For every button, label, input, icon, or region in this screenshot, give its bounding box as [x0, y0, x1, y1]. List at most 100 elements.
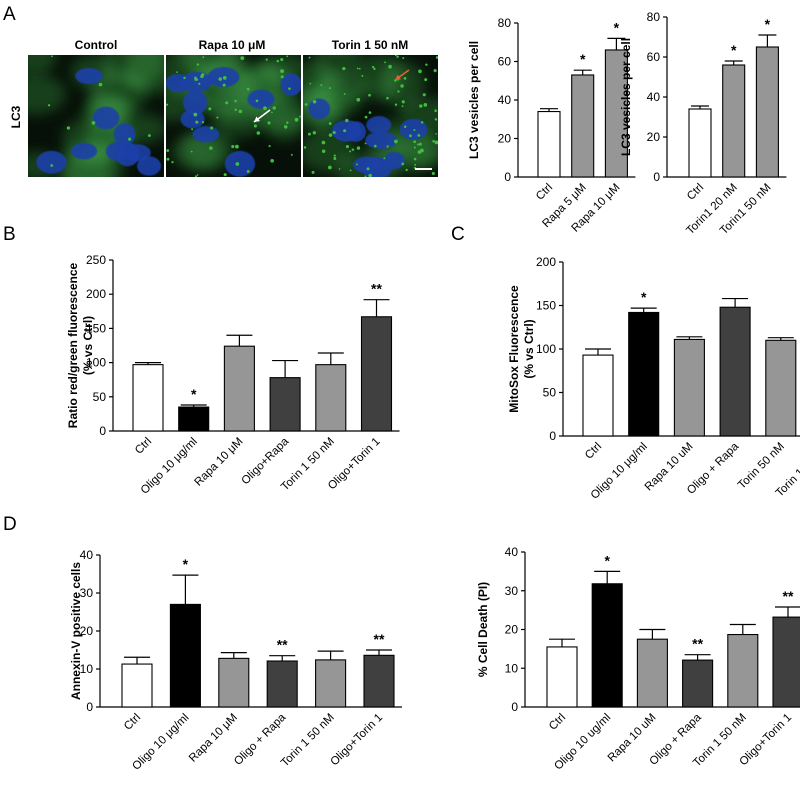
x-tick-label: Rapa 10 μM — [187, 712, 240, 765]
significance-marker: ** — [783, 588, 794, 604]
significance-marker: * — [183, 556, 189, 572]
y-tick-label: 20 — [80, 624, 94, 638]
bar — [755, 46, 779, 178]
bar — [363, 654, 395, 708]
y-tick-label: 0 — [511, 700, 518, 714]
micrograph-grid: LC3 Control Rapa 10 μM Torin 1 50 nM — [9, 38, 438, 177]
bar — [178, 406, 210, 432]
y-tick-label: 50 — [543, 386, 557, 400]
bar — [582, 354, 614, 437]
y-axis-label-secondary: (% vs Ctrl) — [522, 319, 536, 378]
bar — [628, 311, 660, 437]
y-tick-label: 0 — [504, 170, 511, 184]
y-tick-label: 150 — [86, 321, 106, 335]
significance-marker: * — [191, 386, 197, 402]
y-tick-label: 60 — [647, 50, 661, 64]
y-tick-label: 20 — [498, 132, 512, 146]
bar — [266, 660, 298, 708]
chart-b: 0 50 100 150 200 250 Ratio red/green fluoresce… — [66, 253, 400, 497]
y-tick-label: 80 — [498, 16, 512, 30]
x-tick-label: Torin 50 nM — [736, 441, 787, 492]
significance-marker: * — [604, 552, 610, 568]
significance-marker: * — [614, 19, 620, 35]
x-tick-label: Oligo+Torin 1 — [328, 712, 385, 769]
micrograph-col-label-torin: Torin 1 50 nM — [332, 38, 408, 52]
bar — [722, 64, 746, 178]
x-tick-label: Ctrl — [547, 712, 568, 733]
y-axis-label: Annexin-V positive cells — [69, 562, 83, 700]
bar — [169, 603, 201, 708]
bar — [315, 364, 347, 432]
x-tick-label: Ctrl — [685, 182, 706, 203]
y-tick-label: 0 — [99, 424, 106, 438]
x-tick-label: Ctrl — [122, 712, 143, 733]
significance-marker: * — [765, 16, 771, 32]
bar — [546, 646, 578, 708]
panel-letter-b: B — [3, 224, 16, 245]
x-tick-label: Ctrl — [583, 441, 604, 462]
bar — [636, 638, 668, 708]
y-tick-label: 0 — [549, 429, 556, 443]
y-tick-label: 80 — [647, 10, 661, 24]
y-tick-label: 40 — [80, 548, 94, 562]
x-tick-label: Ctrl — [133, 436, 154, 457]
bar — [719, 306, 751, 437]
bar — [132, 364, 164, 432]
bar — [688, 108, 712, 178]
panel-letter-c: C — [451, 224, 465, 245]
y-tick-label: 10 — [80, 662, 94, 676]
micrograph-control — [28, 55, 164, 177]
significance-marker: ** — [692, 636, 703, 652]
bar — [772, 616, 800, 708]
y-tick-label: 200 — [536, 255, 556, 269]
scale-bar — [415, 168, 432, 170]
bar — [571, 74, 595, 178]
bar — [673, 338, 705, 437]
significance-marker: ** — [277, 637, 288, 653]
bar — [121, 663, 153, 708]
chart-c: 0 50 100 150 200 MitoSox Fluorescence (% vs Ct… — [507, 255, 800, 502]
micrograph-row-label: LC3 — [9, 105, 23, 128]
y-tick-label: 150 — [536, 299, 556, 313]
y-tick-label: 40 — [647, 90, 661, 104]
bar — [315, 659, 347, 708]
x-tick-label: Rapa 10 μM — [193, 436, 246, 489]
y-tick-label: 20 — [647, 130, 661, 144]
y-tick-label: 50 — [93, 390, 107, 404]
y-axis-label: LC3 vesicles per cell — [467, 41, 481, 159]
y-tick-label: 200 — [86, 287, 106, 301]
y-axis-label: Ratio red/green fluorescence — [66, 262, 80, 428]
y-axis-label: MitoSox Fluorescence — [507, 285, 521, 413]
y-tick-label: 0 — [86, 700, 93, 714]
y-axis-label: LC3 vesicles per cell — [619, 38, 633, 156]
y-tick-label: 40 — [505, 545, 519, 559]
y-tick-label: 100 — [536, 342, 556, 356]
bar — [360, 316, 393, 432]
micrograph-col-label-rapa: Rapa 10 μM — [199, 38, 266, 52]
bar — [269, 377, 301, 432]
micrograph-torin — [303, 55, 438, 177]
micrograph-col-label-control: Control — [75, 38, 118, 52]
bar — [537, 111, 561, 178]
significance-marker: ** — [374, 631, 385, 647]
y-tick-label: 250 — [86, 253, 106, 267]
micrograph-rapa — [166, 55, 301, 177]
y-axis-label: % Cell Death (PI) — [476, 582, 490, 677]
significance-marker: * — [731, 42, 737, 58]
panel-letter-d: D — [3, 514, 17, 535]
y-tick-label: 30 — [80, 586, 94, 600]
y-tick-label: 10 — [505, 661, 519, 675]
bar — [218, 657, 250, 708]
bar — [223, 345, 255, 432]
x-tick-label: Ctrl — [534, 182, 555, 203]
y-tick-label: 100 — [86, 356, 106, 370]
y-tick-label: 60 — [498, 55, 512, 69]
bar — [765, 339, 797, 437]
panel-letter-a: A — [3, 4, 16, 25]
bar — [591, 583, 623, 708]
y-axis-label-secondary: (% vs Ctrl) — [81, 316, 95, 375]
